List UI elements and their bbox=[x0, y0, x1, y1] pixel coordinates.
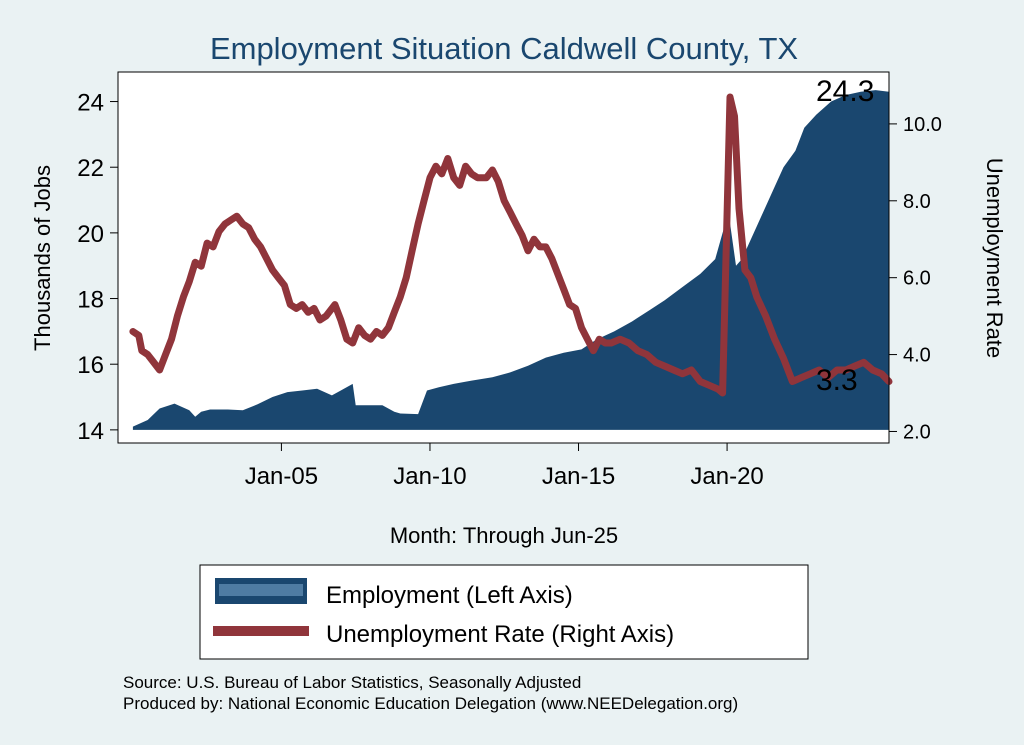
producer-line: Produced by: National Economic Education… bbox=[123, 694, 738, 713]
left-tick-label: 24 bbox=[77, 90, 104, 117]
right-ticks: 2.0 4.0 6.0 8.0 10.0 bbox=[889, 114, 942, 443]
chart-title: Employment Situation Caldwell County, TX bbox=[210, 31, 798, 66]
unemployment-end-label: 3.3 bbox=[816, 364, 858, 397]
left-tick-label: 20 bbox=[77, 221, 104, 248]
left-tick-label: 16 bbox=[77, 352, 104, 379]
legend: Employment (Left Axis) Unemployment Rate… bbox=[199, 564, 809, 660]
employment-area bbox=[132, 90, 889, 430]
right-tick-label: 8.0 bbox=[903, 191, 931, 213]
legend-swatch-employment-inner bbox=[219, 584, 303, 596]
legend-label-employment: Employment (Left Axis) bbox=[326, 582, 573, 609]
x-ticks: Jan-05 Jan-10 Jan-15 Jan-20 bbox=[245, 443, 764, 490]
left-tick-label: 22 bbox=[77, 155, 104, 182]
employment-end-label: 24.3 bbox=[816, 75, 874, 108]
x-tick-label: Jan-10 bbox=[393, 463, 466, 490]
x-tick-label: Jan-05 bbox=[245, 463, 318, 490]
left-ticks: 14 16 18 20 22 24 bbox=[77, 90, 118, 445]
source-line: Source: U.S. Bureau of Labor Statistics,… bbox=[123, 673, 581, 692]
right-axis: 2.0 4.0 6.0 8.0 10.0 bbox=[888, 72, 942, 443]
x-tick-label: Jan-20 bbox=[690, 463, 763, 490]
bottom-axis: Jan-05 Jan-10 Jan-15 Jan-20 bbox=[118, 442, 889, 490]
right-tick-label: 2.0 bbox=[903, 421, 931, 443]
x-tick-label: Jan-15 bbox=[542, 463, 615, 490]
y-left-axis-label: Thousands of Jobs bbox=[30, 165, 55, 351]
left-tick-label: 18 bbox=[77, 287, 104, 314]
left-axis: 14 16 18 20 22 24 bbox=[77, 72, 119, 445]
series-layer bbox=[129, 90, 893, 430]
unemployment-rate-line bbox=[129, 93, 893, 397]
y-right-axis-label: Unemployment Rate bbox=[982, 158, 1007, 359]
right-tick-label: 6.0 bbox=[903, 268, 931, 290]
x-axis-label: Month: Through Jun-25 bbox=[390, 523, 618, 548]
legend-swatch-unemployment bbox=[213, 626, 309, 636]
left-tick-label: 14 bbox=[77, 418, 104, 445]
right-tick-label: 10.0 bbox=[903, 114, 942, 136]
right-tick-label: 4.0 bbox=[903, 345, 931, 367]
legend-label-unemployment: Unemployment Rate (Right Axis) bbox=[326, 621, 674, 648]
